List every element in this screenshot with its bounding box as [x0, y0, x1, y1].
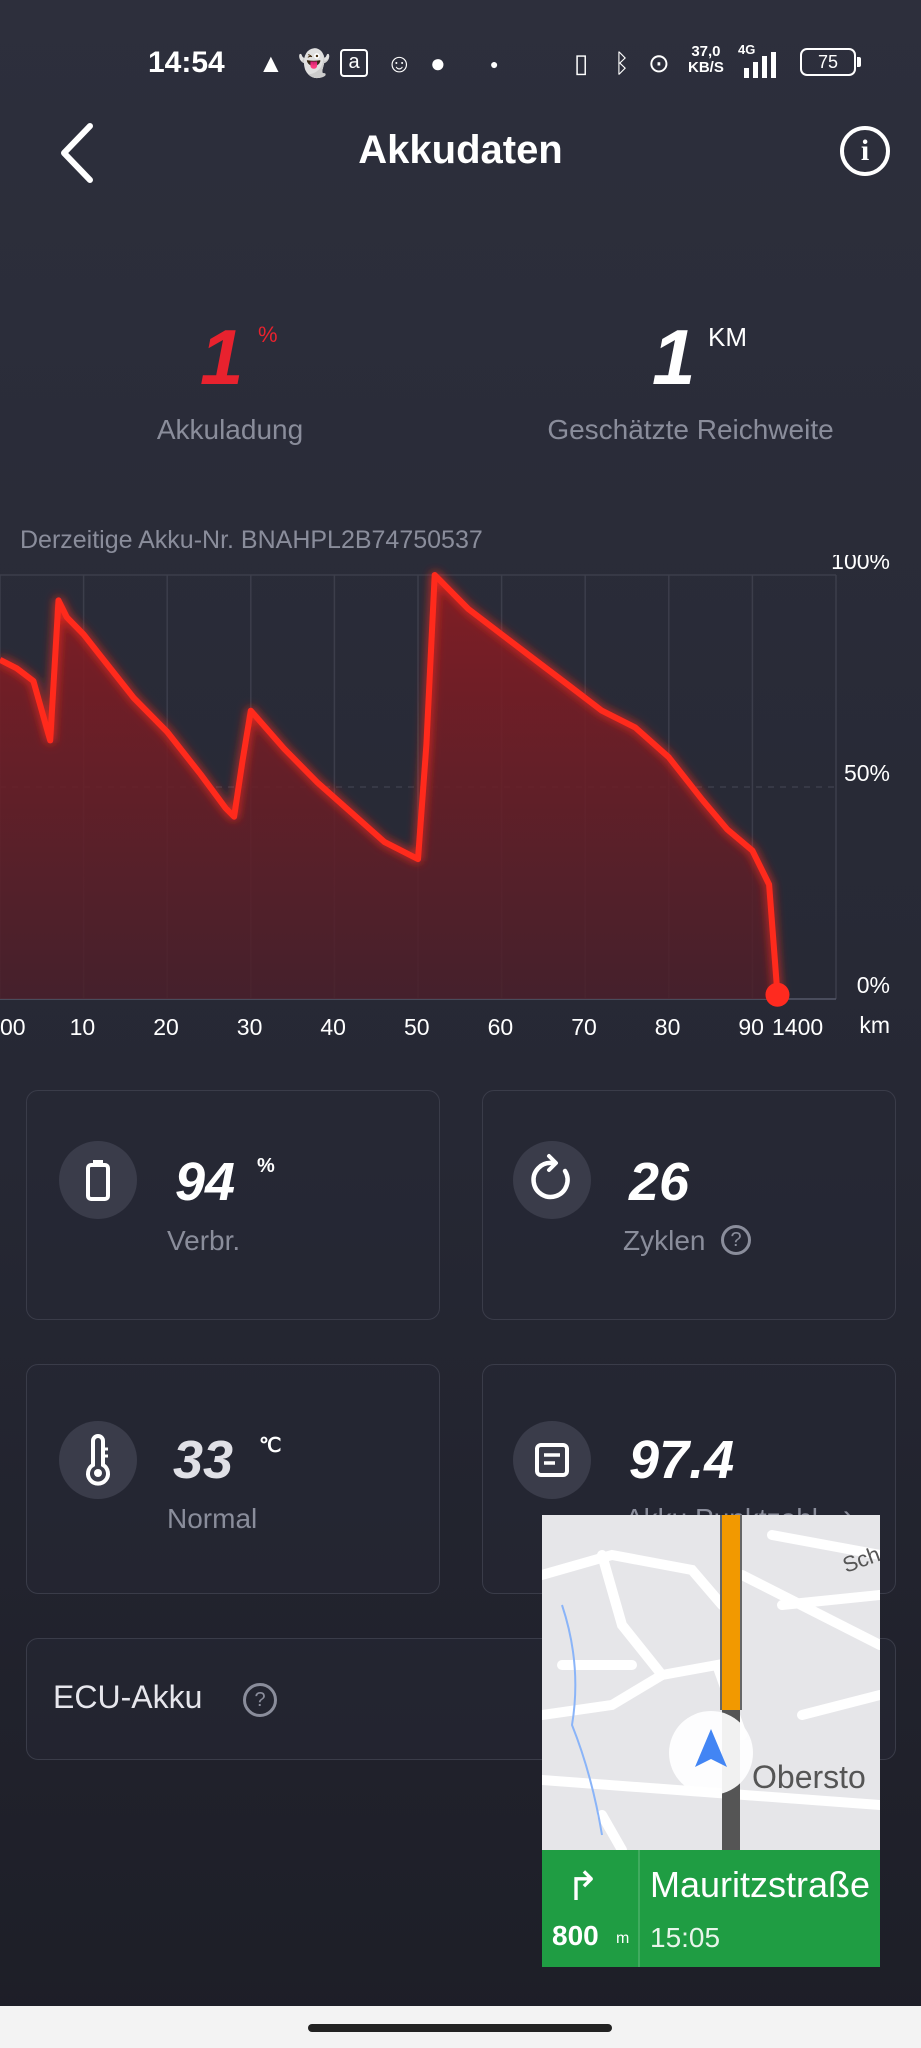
battery-history-chart: 100% 50% 0% 00 10 20 30 40 50 60 70 80 90 1400 km	[0, 548, 921, 1075]
x-tick-label: 50	[404, 1014, 430, 1040]
cycles-label: Zyklen	[623, 1225, 706, 1256]
score-value: 97.4	[629, 1430, 735, 1490]
refresh-icon	[513, 1141, 591, 1219]
range-value-group: 1	[652, 312, 695, 403]
next-street: Mauritzstraße	[650, 1864, 871, 1905]
x-tick-label: 80	[655, 1014, 681, 1040]
snapchat-icon: 👻	[298, 48, 331, 78]
battery-serial: Derzeitige Akku-Nr. BNAHPL2B74750537	[20, 526, 483, 554]
consumption-unit: %	[257, 1155, 275, 1177]
x-tick-label: 70	[571, 1014, 597, 1040]
network-type: 4G	[738, 42, 756, 57]
cycles-card: 26 Zyklen ?	[482, 1090, 896, 1320]
document-icon	[513, 1421, 591, 1499]
cycles-value: 26	[629, 1152, 690, 1212]
navigation-arrow-icon: ▲	[258, 48, 284, 78]
temperature-value: 33	[173, 1430, 234, 1490]
range-unit: KM	[708, 322, 747, 352]
status-bar: 14:54 ▲ 👻 a ☺ ● ● ▯ ᛒ ⊙ 37,0 KB/S 4G 75	[0, 40, 921, 86]
network-speed-unit: KB/S	[688, 59, 724, 76]
range-value: 1	[652, 313, 696, 401]
x-tick-label: 20	[153, 1014, 179, 1040]
ecu-help-icon[interactable]: ?	[243, 1683, 277, 1717]
y-tick-label: 0%	[857, 972, 890, 998]
thermometer-icon	[59, 1421, 137, 1499]
temperature-card: 33 ℃ Normal	[26, 1364, 440, 1594]
x-tick-label: 40	[320, 1014, 346, 1040]
page-title: Akkudaten	[358, 128, 563, 172]
temperature-unit: ℃	[259, 1435, 282, 1457]
y-tick-label: 100%	[831, 555, 890, 574]
charge-value-group: 1	[200, 312, 243, 403]
network-speed-value: 37,0	[691, 43, 721, 60]
battery-icon	[59, 1141, 137, 1219]
turn-distance-unit: m	[616, 1930, 630, 1947]
chevron-left-icon	[61, 123, 93, 183]
info-button[interactable]: i	[840, 126, 890, 176]
ecu-battery-label: ECU-Akku	[53, 1679, 203, 1715]
emoji-icon: ☺	[386, 48, 413, 78]
info-icon: i	[860, 134, 870, 167]
x-tick-label: 1400	[772, 1014, 823, 1040]
x-axis-unit: km	[859, 1012, 890, 1038]
y-tick-label: 50%	[844, 760, 890, 786]
cycles-help-icon[interactable]: ?	[721, 1225, 751, 1255]
location-icon: ⊙	[648, 48, 670, 78]
x-tick-label: 00	[0, 1014, 26, 1040]
x-tick-label: 90	[738, 1014, 764, 1040]
network-speed: 37,0 KB/S	[688, 44, 724, 76]
chart-line	[0, 572, 781, 996]
charge-unit: %	[258, 322, 278, 347]
bluetooth-icon: ᛒ	[614, 48, 630, 78]
amazon-icon: a	[340, 49, 368, 77]
signal-icon	[742, 52, 786, 85]
battery-chart-svg: 100% 50% 0% 00 10 20 30 40 50 60 70 80 90 1400 km	[0, 548, 890, 1040]
chart-end-point	[765, 982, 790, 1007]
back-button[interactable]	[52, 118, 112, 188]
consumption-label: Verbr.	[167, 1225, 241, 1256]
reddit-icon: ●	[430, 48, 446, 78]
consumption-value: 94	[175, 1152, 236, 1212]
home-gesture-handle[interactable]	[308, 2024, 612, 2032]
navigation-mini-map[interactable]: Obersto Sch ↱ Mauritzstraße 800 m 15:05	[542, 1515, 880, 1967]
current-location-icon	[695, 1729, 727, 1767]
turn-right-icon: ↱	[566, 1865, 600, 1909]
x-tick-label: 10	[70, 1014, 96, 1040]
charge-label: Akkuladung	[156, 414, 304, 445]
turn-distance: 800	[552, 1920, 599, 1951]
arrival-time: 15:05	[650, 1922, 721, 1953]
navigation-footer: ↱ Mauritzstraße 800 m 15:05	[542, 1850, 880, 1967]
battery-indicator: 75	[800, 48, 861, 76]
chart-area	[0, 575, 778, 999]
map-view: Obersto Sch	[542, 1515, 880, 1850]
charge-value: 1	[200, 313, 244, 401]
x-tick-label: 30	[237, 1014, 263, 1040]
range-label: Geschätzte Reichweite	[547, 414, 834, 445]
x-tick-label: 60	[488, 1014, 514, 1040]
status-time: 14:54	[148, 46, 225, 79]
dot-icon: ●	[490, 56, 499, 72]
temperature-label: Normal	[167, 1503, 258, 1534]
map-street-label: Obersto	[752, 1759, 866, 1795]
vibrate-icon: ▯	[574, 48, 589, 78]
consumption-card: 94 % Verbr.	[26, 1090, 440, 1320]
